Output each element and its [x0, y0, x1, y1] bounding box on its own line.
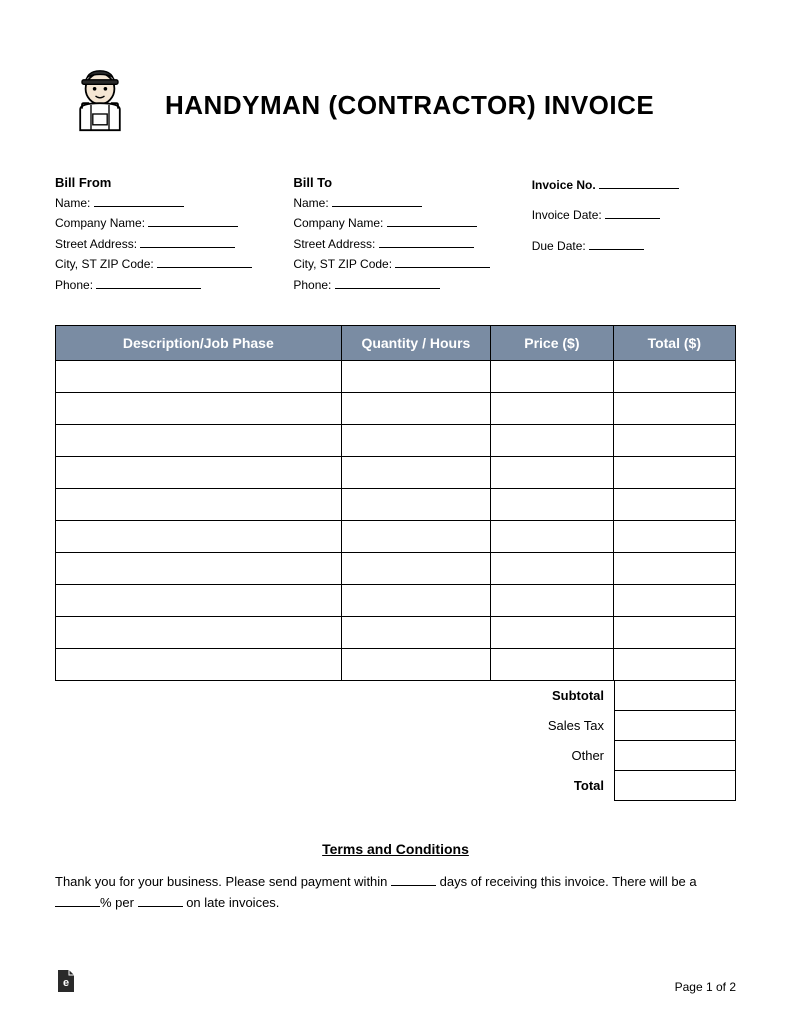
table-row[interactable]: [56, 648, 736, 680]
table-cell[interactable]: [613, 552, 735, 584]
bill-to-city[interactable]: City, ST ZIP Code:: [293, 254, 511, 274]
table-row[interactable]: [56, 424, 736, 456]
totals-label-total: Total: [548, 771, 614, 801]
table-cell[interactable]: [56, 616, 342, 648]
table-row[interactable]: [56, 360, 736, 392]
bill-from-company[interactable]: Company Name:: [55, 213, 273, 233]
table-cell[interactable]: [56, 424, 342, 456]
table-cell[interactable]: [56, 392, 342, 424]
table-row[interactable]: [56, 488, 736, 520]
terms-days-blank[interactable]: [391, 874, 436, 886]
table-cell[interactable]: [56, 552, 342, 584]
table-cell[interactable]: [56, 456, 342, 488]
table-cell[interactable]: [613, 520, 735, 552]
invoice-number[interactable]: Invoice No.: [532, 175, 736, 195]
table-cell[interactable]: [341, 616, 491, 648]
totals-value-total[interactable]: [614, 771, 736, 801]
terms-pct-blank[interactable]: [55, 895, 100, 907]
table-row[interactable]: [56, 392, 736, 424]
totals-label-subtotal: Subtotal: [548, 681, 614, 711]
page-indicator: Page 1 of 2: [675, 980, 736, 994]
table-cell[interactable]: [613, 616, 735, 648]
table-cell[interactable]: [56, 520, 342, 552]
table-cell[interactable]: [491, 648, 613, 680]
table-cell[interactable]: [613, 488, 735, 520]
table-cell[interactable]: [613, 456, 735, 488]
bill-to-name[interactable]: Name:: [293, 193, 511, 213]
table-cell[interactable]: [491, 584, 613, 616]
table-cell[interactable]: [341, 552, 491, 584]
bill-to-street[interactable]: Street Address:: [293, 234, 511, 254]
table-cell[interactable]: [613, 360, 735, 392]
table-cell[interactable]: [491, 424, 613, 456]
table-cell[interactable]: [341, 520, 491, 552]
table-row[interactable]: [56, 456, 736, 488]
col-header-quantity: Quantity / Hours: [341, 325, 491, 360]
col-header-price: Price ($): [491, 325, 613, 360]
bill-to-company[interactable]: Company Name:: [293, 213, 511, 233]
table-cell[interactable]: [491, 456, 613, 488]
table-cell[interactable]: [491, 488, 613, 520]
table-cell[interactable]: [341, 584, 491, 616]
table-cell[interactable]: [491, 520, 613, 552]
table-cell[interactable]: [491, 616, 613, 648]
table-cell[interactable]: [613, 648, 735, 680]
totals-value-subtotal[interactable]: [614, 681, 736, 711]
svg-text:e: e: [63, 977, 69, 989]
bill-from-block: Bill From Name: Company Name: Street Add…: [55, 175, 273, 295]
handyman-logo-icon: [55, 60, 145, 150]
table-cell[interactable]: [613, 424, 735, 456]
table-row[interactable]: [56, 552, 736, 584]
col-header-description: Description/Job Phase: [56, 325, 342, 360]
table-cell[interactable]: [341, 424, 491, 456]
totals-section: SubtotalSales TaxOtherTotal: [55, 681, 736, 801]
table-cell[interactable]: [491, 392, 613, 424]
table-cell[interactable]: [491, 552, 613, 584]
bill-to-heading: Bill To: [293, 175, 511, 190]
terms-per-blank[interactable]: [138, 895, 183, 907]
table-cell[interactable]: [613, 584, 735, 616]
table-row[interactable]: [56, 584, 736, 616]
invoice-title: HANDYMAN (CONTRACTOR) INVOICE: [165, 90, 654, 121]
bill-from-city[interactable]: City, ST ZIP Code:: [55, 254, 273, 274]
bill-from-heading: Bill From: [55, 175, 273, 190]
bill-to-block: Bill To Name: Company Name: Street Addre…: [293, 175, 511, 295]
info-section: Bill From Name: Company Name: Street Add…: [55, 175, 736, 295]
table-cell[interactable]: [56, 360, 342, 392]
table-cell[interactable]: [56, 584, 342, 616]
table-cell[interactable]: [56, 648, 342, 680]
table-cell[interactable]: [341, 648, 491, 680]
bill-from-name[interactable]: Name:: [55, 193, 273, 213]
table-cell[interactable]: [341, 360, 491, 392]
bill-from-street[interactable]: Street Address:: [55, 234, 273, 254]
table-cell[interactable]: [341, 488, 491, 520]
terms-text: Thank you for your business. Please send…: [55, 872, 736, 914]
invoice-meta-block: Invoice No. Invoice Date: Due Date:: [532, 175, 736, 295]
totals-label-other: Other: [548, 741, 614, 771]
table-cell[interactable]: [613, 392, 735, 424]
table-cell[interactable]: [341, 456, 491, 488]
table-cell[interactable]: [491, 360, 613, 392]
col-header-total: Total ($): [613, 325, 735, 360]
due-date[interactable]: Due Date:: [532, 236, 736, 256]
totals-value-other[interactable]: [614, 741, 736, 771]
totals-label-sales-tax: Sales Tax: [548, 711, 614, 741]
footer-logo-icon: e: [55, 968, 77, 994]
terms-heading: Terms and Conditions: [55, 841, 736, 857]
table-cell[interactable]: [341, 392, 491, 424]
table-cell[interactable]: [56, 488, 342, 520]
table-row[interactable]: [56, 616, 736, 648]
bill-from-phone[interactable]: Phone:: [55, 275, 273, 295]
bill-to-phone[interactable]: Phone:: [293, 275, 511, 295]
line-items-table: Description/Job Phase Quantity / Hours P…: [55, 325, 736, 681]
invoice-date[interactable]: Invoice Date:: [532, 205, 736, 225]
totals-value-sales-tax[interactable]: [614, 711, 736, 741]
table-row[interactable]: [56, 520, 736, 552]
